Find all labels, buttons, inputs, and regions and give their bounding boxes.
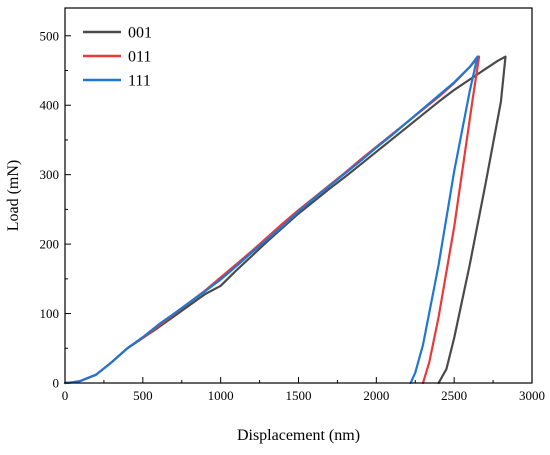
legend-label-001: 001 xyxy=(128,25,152,42)
ticks-layer: 0 500 1000 1500 2000 2500 3000 0 100 200 300 400 500 xyxy=(40,28,546,403)
x-tick-label: 2000 xyxy=(363,388,389,403)
y-tick-label: 500 xyxy=(40,28,60,43)
x-tick-label: 1000 xyxy=(208,388,234,403)
x-tick-label: 0 xyxy=(62,388,69,403)
y-tick-label: 200 xyxy=(40,237,60,252)
series-line-011 xyxy=(63,55,481,385)
y-tick-label: 400 xyxy=(40,98,60,113)
y-axis-title: Load (mN) xyxy=(5,160,22,232)
x-tick-label: 1500 xyxy=(286,388,312,403)
x-axis-title: Displacement (nm) xyxy=(237,427,360,444)
y-tick-label: 300 xyxy=(40,167,60,182)
x-tick-label: 2500 xyxy=(441,388,467,403)
series-line-111 xyxy=(63,55,479,385)
legend-label-111: 111 xyxy=(128,73,151,90)
x-tick-label: 500 xyxy=(133,388,153,403)
y-tick-label: 100 xyxy=(40,306,60,321)
series-line-001 xyxy=(63,55,507,385)
legend-label-011: 011 xyxy=(128,49,151,66)
x-tick-label: 3000 xyxy=(519,388,545,403)
legend: 001 011 111 xyxy=(83,25,152,90)
y-tick-label: 0 xyxy=(53,376,60,391)
series-layer xyxy=(63,55,507,385)
